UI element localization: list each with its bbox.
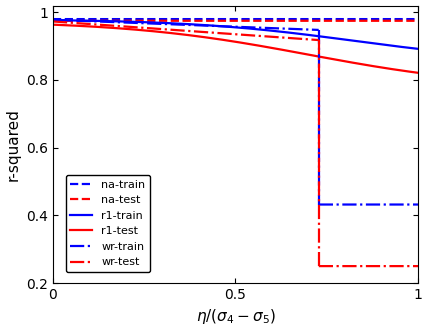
wr-train — [178, 23, 183, 27]
wr-train — [261, 26, 266, 30]
na-train — [190, 17, 195, 21]
wr-test — [243, 33, 248, 37]
r1-train — [269, 29, 274, 33]
r1-test — [51, 23, 56, 27]
wr-test — [316, 38, 321, 42]
na-test — [51, 19, 56, 23]
r1-test — [117, 26, 122, 30]
wr-test — [178, 28, 183, 32]
Legend: na-train, na-test, r1-train, r1-test, wr-train, wr-test: na-train, na-test, r1-train, r1-test, wr… — [66, 175, 150, 272]
r1-test — [190, 34, 195, 38]
na-train — [351, 17, 356, 21]
na-train — [323, 17, 328, 21]
Line: r1-train: r1-train — [53, 20, 418, 49]
na-train — [51, 17, 56, 21]
r1-train — [323, 35, 328, 39]
na-test — [351, 19, 356, 23]
r1-train — [117, 19, 122, 23]
r1-test — [416, 71, 421, 75]
na-test — [323, 19, 328, 23]
Line: r1-test: r1-test — [53, 25, 418, 73]
wr-test — [92, 23, 98, 27]
na-train — [288, 17, 293, 21]
r1-test — [269, 46, 274, 50]
wr-test — [276, 35, 281, 39]
r1-test — [323, 56, 328, 60]
r1-test — [351, 61, 356, 65]
na-test — [190, 19, 195, 23]
X-axis label: $\eta/(\sigma_4-\sigma_5)$: $\eta/(\sigma_4-\sigma_5)$ — [196, 307, 276, 326]
na-train — [416, 17, 421, 21]
r1-train — [288, 31, 293, 35]
r1-train — [190, 22, 195, 26]
wr-train — [276, 26, 281, 30]
wr-test — [115, 24, 120, 28]
na-train — [117, 17, 122, 21]
wr-train — [51, 18, 56, 22]
Y-axis label: r-squared: r-squared — [6, 108, 21, 181]
na-test — [269, 19, 274, 23]
Line: wr-train: wr-train — [53, 20, 319, 30]
wr-train — [92, 19, 98, 23]
wr-train — [243, 25, 248, 29]
r1-test — [288, 49, 293, 53]
wr-train — [316, 28, 321, 32]
r1-train — [416, 47, 421, 51]
na-test — [117, 19, 122, 23]
wr-test — [261, 34, 266, 38]
na-test — [288, 19, 293, 23]
na-train — [269, 17, 274, 21]
Line: wr-test: wr-test — [53, 22, 319, 40]
na-test — [416, 19, 421, 23]
r1-train — [51, 18, 56, 22]
r1-train — [351, 39, 356, 43]
wr-test — [51, 20, 56, 24]
wr-train — [115, 20, 120, 24]
